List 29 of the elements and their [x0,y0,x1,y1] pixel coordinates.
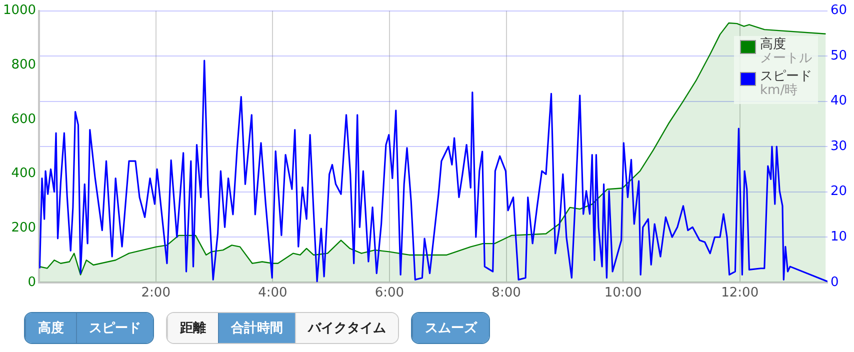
legend-label: スピード [760,69,812,84]
y2-tick-label: 40 [830,94,848,109]
y2-tick-label: 50 [830,48,848,64]
y2-tick-label: 60 [830,3,848,18]
y-tick-label: 600 [11,112,36,127]
x-tick-label: 10:00 [604,286,642,301]
text: スピード [76,313,153,343]
y-tick-label: 1000 [2,3,36,18]
x-tick-label: 8:00 [492,286,521,301]
text: 合計時間 [218,313,295,343]
y-tick-label: 800 [11,57,36,72]
annotation: メートル [760,51,812,66]
x-tick-label: 4:00 [258,286,288,301]
legend-label: 高度 [760,37,787,52]
text: スムーズ [412,313,489,343]
y2-tick-label: 0 [830,274,839,290]
text: 高度 [25,313,76,343]
y-tick-label: 400 [11,166,36,182]
x-tick-label: 2:00 [141,286,170,301]
x-tick-label: 6:00 [374,286,404,301]
y-tick-label: 200 [11,220,36,236]
annotation: km/時 [760,83,799,98]
y2-tick-label: 20 [830,184,848,200]
x-tick-label: 12:00 [721,286,759,301]
text: バイクタイム [295,313,398,343]
text: 距離 [167,313,218,343]
y2-tick-label: 10 [830,230,848,245]
y2-tick-label: 30 [830,138,848,154]
y-tick-label: 0 [28,274,36,290]
